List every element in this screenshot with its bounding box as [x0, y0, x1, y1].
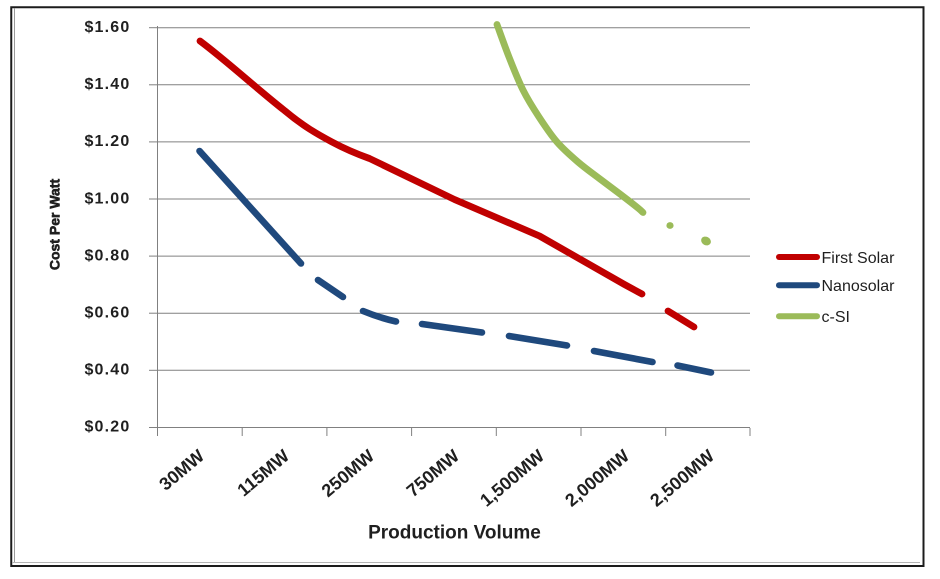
svg-text:$0.60: $0.60: [84, 305, 130, 322]
svg-text:2,000MW: 2,000MW: [561, 446, 633, 511]
svg-text:$1.60: $1.60: [84, 19, 130, 36]
svg-text:750MW: 750MW: [403, 446, 463, 501]
svg-text:$1.40: $1.40: [84, 76, 130, 93]
svg-text:2,500MW: 2,500MW: [646, 446, 718, 511]
svg-text:250MW: 250MW: [318, 446, 378, 501]
svg-text:1,500MW: 1,500MW: [476, 446, 548, 511]
svg-text:First Solar: First Solar: [822, 250, 896, 267]
svg-text:$1.00: $1.00: [84, 190, 130, 207]
svg-text:$0.20: $0.20: [84, 419, 130, 436]
svg-text:$1.20: $1.20: [84, 133, 130, 150]
svg-text:$0.80: $0.80: [84, 247, 130, 264]
svg-text:$0.40: $0.40: [84, 362, 130, 379]
svg-text:30MW: 30MW: [155, 446, 208, 495]
svg-text:Production Volume: Production Volume: [368, 523, 541, 544]
svg-text:Cost Per Watt: Cost Per Watt: [47, 179, 63, 271]
svg-text:c-SI: c-SI: [822, 309, 850, 326]
svg-text:115MW: 115MW: [233, 446, 293, 501]
svg-text:Nanosolar: Nanosolar: [822, 278, 896, 295]
